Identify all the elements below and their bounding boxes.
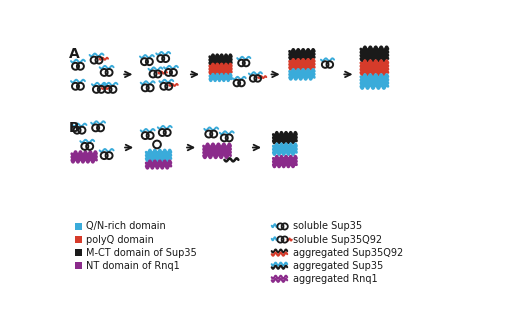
Text: Q/N-rich domain: Q/N-rich domain bbox=[86, 221, 165, 231]
Bar bbox=[75, 262, 82, 269]
Text: soluble Sup35Q92: soluble Sup35Q92 bbox=[293, 235, 382, 245]
Bar bbox=[75, 223, 82, 230]
Text: aggregated Rnq1: aggregated Rnq1 bbox=[293, 274, 378, 284]
Text: polyQ domain: polyQ domain bbox=[86, 235, 154, 245]
Text: M-CT domain of Sup35: M-CT domain of Sup35 bbox=[86, 248, 197, 258]
Text: aggregated Sup35Q92: aggregated Sup35Q92 bbox=[293, 248, 403, 258]
Text: aggregated Sup35: aggregated Sup35 bbox=[293, 261, 383, 271]
Text: B: B bbox=[69, 121, 79, 135]
Bar bbox=[75, 249, 82, 256]
Text: A: A bbox=[69, 47, 79, 62]
Bar bbox=[75, 236, 82, 243]
Text: NT domain of Rnq1: NT domain of Rnq1 bbox=[86, 261, 179, 271]
Text: soluble Sup35: soluble Sup35 bbox=[293, 221, 362, 231]
